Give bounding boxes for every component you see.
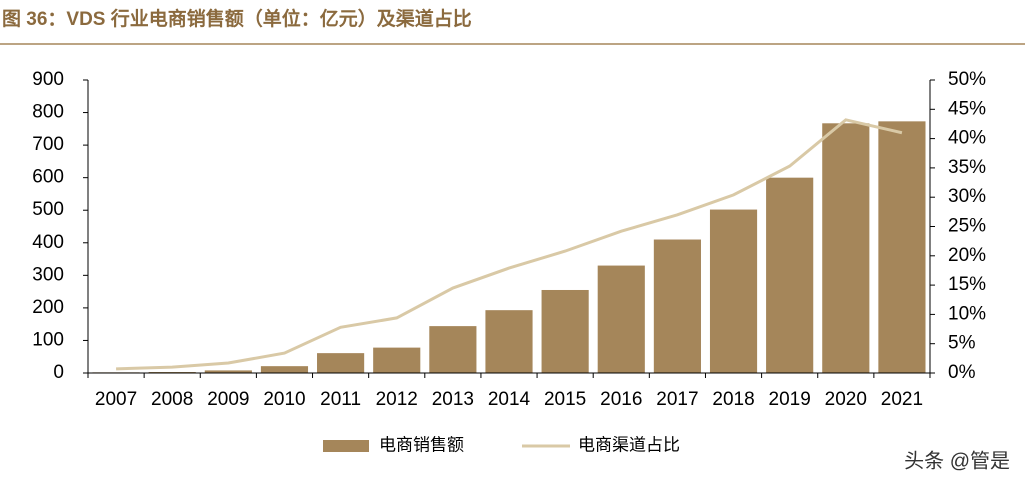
x-tick-label: 2014 bbox=[488, 389, 531, 410]
y2-tick-label: 25% bbox=[948, 216, 986, 237]
bar bbox=[260, 366, 309, 373]
bar bbox=[317, 353, 365, 373]
bar bbox=[597, 265, 645, 373]
x-tick-label: 2019 bbox=[769, 389, 811, 410]
y2-tick-label: 35% bbox=[948, 157, 986, 178]
chart-title: 图 36：VDS 行业电商销售额（单位：亿元）及渠道占比 bbox=[2, 7, 472, 30]
y2-tick-label: 15% bbox=[948, 274, 986, 295]
y-tick-label: 200 bbox=[32, 297, 64, 318]
line bbox=[116, 118, 903, 371]
x-tick-label: 2008 bbox=[151, 389, 193, 410]
x-tick-label: 2011 bbox=[320, 389, 361, 410]
bar bbox=[766, 177, 814, 373]
bar bbox=[485, 310, 533, 373]
legend-label: 电商渠道占比 bbox=[578, 435, 680, 454]
x-tick-label: 2007 bbox=[95, 389, 137, 410]
y-tick-label: 700 bbox=[32, 134, 64, 155]
y2-tick-label: 20% bbox=[948, 245, 986, 266]
bar bbox=[878, 121, 926, 374]
y2-tick-label: 0% bbox=[948, 362, 976, 383]
y-tick-label: 300 bbox=[32, 264, 64, 285]
x-tick-label: 2015 bbox=[544, 389, 586, 410]
bar bbox=[541, 289, 589, 373]
y2-tick-label: 30% bbox=[948, 186, 986, 207]
y-tick-label: 800 bbox=[32, 102, 64, 123]
y-tick-label: 600 bbox=[32, 167, 64, 188]
x-tick-label: 2010 bbox=[263, 389, 305, 410]
y-tick-label: 500 bbox=[32, 199, 64, 220]
x-tick-label: 2021 bbox=[881, 389, 923, 410]
x-tick-label: 2018 bbox=[712, 389, 754, 410]
x-tick-label: 2017 bbox=[656, 389, 698, 410]
bar bbox=[373, 347, 421, 373]
x-tick-label: 2009 bbox=[207, 389, 249, 410]
bar bbox=[709, 209, 758, 373]
x-tick-label: 2013 bbox=[432, 389, 474, 410]
x-tick-label: 2012 bbox=[376, 389, 418, 410]
y2-tick-label: 50% bbox=[948, 69, 986, 90]
y-tick-label: 100 bbox=[32, 329, 64, 350]
y-tick-label: 900 bbox=[32, 69, 64, 90]
bar bbox=[822, 123, 870, 373]
watermark: 头条 @管是 bbox=[904, 449, 1010, 472]
bar bbox=[429, 326, 477, 373]
x-tick-label: 2016 bbox=[600, 389, 642, 410]
bar bbox=[653, 239, 701, 373]
x-tick-label: 2020 bbox=[825, 389, 867, 410]
y2-tick-label: 10% bbox=[948, 303, 986, 324]
y-tick-label: 400 bbox=[32, 232, 64, 253]
legend-swatch bbox=[323, 440, 369, 452]
bar bbox=[204, 370, 252, 373]
y2-tick-label: 40% bbox=[948, 128, 986, 149]
y2-tick-label: 5% bbox=[948, 333, 976, 354]
legend-label: 电商销售额 bbox=[379, 435, 464, 454]
y2-tick-label: 45% bbox=[948, 98, 986, 119]
y-tick-label: 0 bbox=[53, 362, 64, 383]
